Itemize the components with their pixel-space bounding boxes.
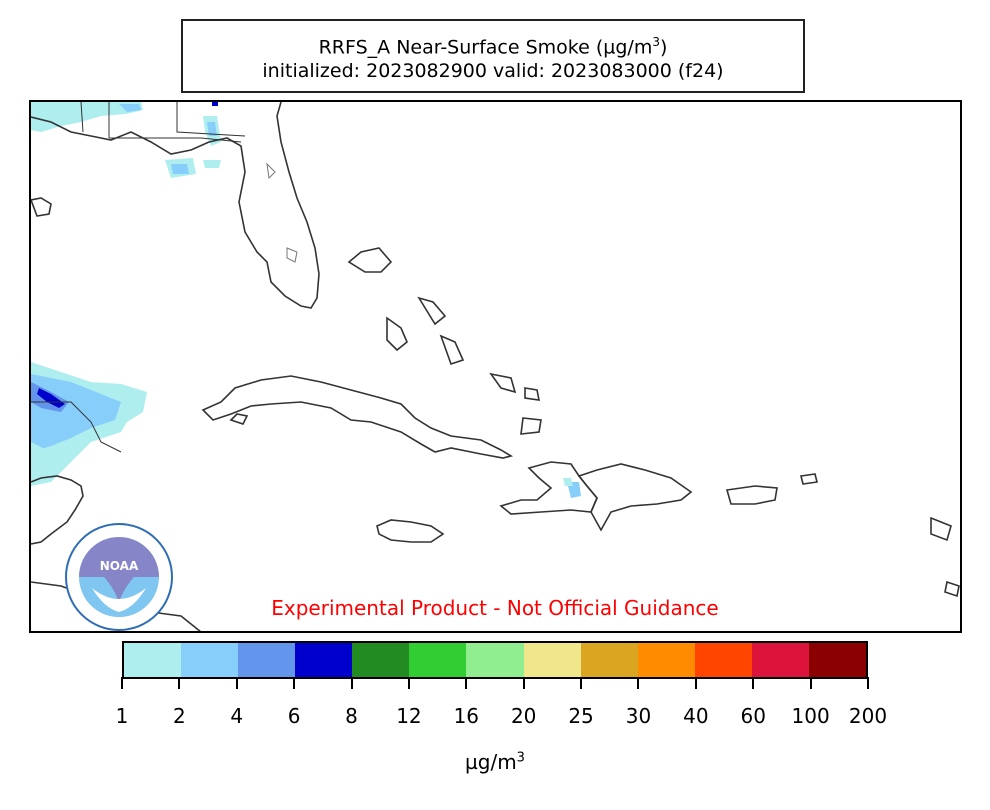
- colorbar-segment: [808, 643, 867, 677]
- noaa-logo: NOAA: [65, 523, 173, 631]
- colorbar-tick-label: 6: [287, 704, 301, 728]
- colorbar-segment: [694, 643, 752, 677]
- lesser-antilles-island: [944, 580, 960, 598]
- coastal-island: [31, 197, 52, 217]
- coastlines: [31, 102, 960, 631]
- colorbar-tick-label: 40: [683, 704, 709, 728]
- colorbar-segment: [295, 643, 353, 677]
- bahamas-island: [417, 296, 447, 326]
- colorbar-tick-label: 12: [396, 704, 422, 728]
- lesser-antilles-island: [930, 516, 952, 542]
- map-subtitle: initialized: 2023082900 valid: 202308300…: [262, 60, 724, 83]
- bahamas-island: [439, 334, 465, 366]
- colorbar-segment: [751, 643, 809, 677]
- lake-okeechobee: [266, 162, 276, 180]
- colorbar-tick: [293, 677, 296, 689]
- colorbar-tick-label: 2: [173, 704, 186, 728]
- haiti-coast: [499, 461, 598, 515]
- colorbar-tick: [522, 677, 525, 689]
- colorbar-tick-label: 200: [848, 704, 888, 728]
- colorbar-tick-label: 25: [568, 704, 594, 728]
- colorbar-tick-label: 1: [115, 704, 129, 728]
- state-borders: [31, 102, 246, 453]
- smoke-plume-north: [31, 102, 221, 178]
- colorbar-tick: [407, 677, 410, 689]
- colorbar-units-label: µg/m3: [465, 750, 525, 774]
- colorbar-tick: [809, 677, 812, 689]
- noaa-logo-text: NOAA: [100, 559, 139, 573]
- map-panel: NOAA: [29, 100, 962, 633]
- puerto-rico-coast: [725, 485, 778, 505]
- colorbar-tick: [637, 677, 640, 689]
- colorbar-tick-label: 20: [510, 704, 537, 728]
- colorbar-segment: [181, 643, 239, 677]
- experimental-disclaimer: Experimental Product - Not Official Guid…: [271, 596, 719, 620]
- jamaica-coast: [376, 519, 445, 543]
- virgin-islands: [800, 473, 818, 485]
- bahamas-island: [520, 417, 542, 435]
- colorbar-tick-label: 60: [740, 704, 766, 728]
- colorbar-tick: [350, 677, 353, 689]
- colorbar-tick: [694, 677, 697, 689]
- colorbar-segment: [409, 643, 467, 677]
- colorbar-tick-label: 100: [791, 704, 830, 728]
- colorbar-tick: [121, 677, 123, 689]
- smoke-colorbar: [122, 641, 868, 679]
- map-canvas: [31, 102, 960, 631]
- colorbar-tick: [752, 677, 755, 689]
- colorbar-segment: [466, 643, 524, 677]
- colorbar-ticks: [121, 677, 869, 691]
- isla-juventud: [229, 413, 249, 425]
- colorbar-tick: [465, 677, 468, 689]
- colorbar-tick: [235, 677, 238, 689]
- bahamas-island: [489, 372, 517, 394]
- cuba-coast: [201, 375, 514, 459]
- smoke-plume-west: [31, 362, 581, 498]
- colorbar-segment: [238, 643, 296, 677]
- colorbar-tick: [580, 677, 583, 689]
- inland-lake: [286, 247, 298, 263]
- colorbar-tick: [867, 677, 869, 689]
- map-title: RRFS_A Near-Surface Smoke (µg/m3): [318, 35, 668, 59]
- dominican-coast: [577, 463, 693, 532]
- colorbar-tick-label: 30: [625, 704, 652, 728]
- colorbar-segment: [637, 643, 695, 677]
- bahamas-island: [347, 247, 393, 273]
- bahamas-island: [386, 316, 408, 352]
- map-title-box: RRFS_A Near-Surface Smoke (µg/m3) initia…: [181, 19, 805, 93]
- colorbar-segment: [523, 643, 581, 677]
- yucatan-coast: [31, 475, 84, 545]
- colorbar-segment: [580, 643, 638, 677]
- colorbar-tick-labels: 1 2 4 6 8 12 16 20 25 30 40 60 100 200: [116, 704, 887, 728]
- colorbar-segment: [352, 643, 410, 677]
- colorbar-tick: [178, 677, 181, 689]
- florida-coast: [31, 102, 320, 309]
- bahamas-island: [524, 387, 541, 401]
- colorbar-tick-label: 4: [230, 704, 244, 728]
- colorbar-segment: [124, 643, 182, 677]
- colorbar-tick-label: 8: [345, 704, 358, 728]
- colorbar-tick-label: 16: [453, 704, 480, 728]
